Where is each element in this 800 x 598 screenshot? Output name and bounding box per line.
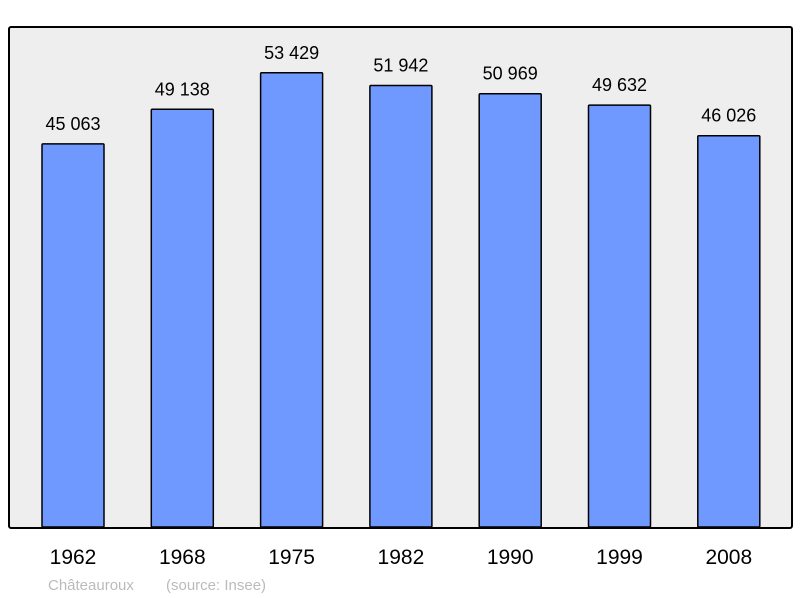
x-tick-label: 2008 xyxy=(705,546,752,569)
bar-1990 xyxy=(478,92,542,528)
caption-source: (source: Insee) xyxy=(166,577,266,594)
x-tick-label: 1999 xyxy=(596,546,643,569)
x-tick-label: 1982 xyxy=(378,546,425,569)
value-label: 51 942 xyxy=(373,55,428,75)
x-tick-label: 1962 xyxy=(50,546,97,569)
value-label: 49 138 xyxy=(155,79,210,99)
bar-1975 xyxy=(259,72,324,528)
x-tick-label: 1975 xyxy=(268,546,315,569)
bar-1999 xyxy=(587,104,652,528)
value-label: 53 429 xyxy=(264,43,319,63)
value-label: 45 063 xyxy=(45,114,100,134)
x-tick-label: 1990 xyxy=(487,546,534,569)
bar-1982 xyxy=(369,84,433,528)
value-label: 50 969 xyxy=(483,64,538,84)
value-label: 46 026 xyxy=(701,106,756,126)
bar-2008 xyxy=(697,134,761,528)
caption-place: Châteauroux xyxy=(48,577,134,594)
x-tick-label: 1968 xyxy=(159,546,206,569)
bar-1962 xyxy=(41,143,105,528)
bar-1968 xyxy=(150,108,215,528)
value-label: 49 632 xyxy=(592,75,647,95)
